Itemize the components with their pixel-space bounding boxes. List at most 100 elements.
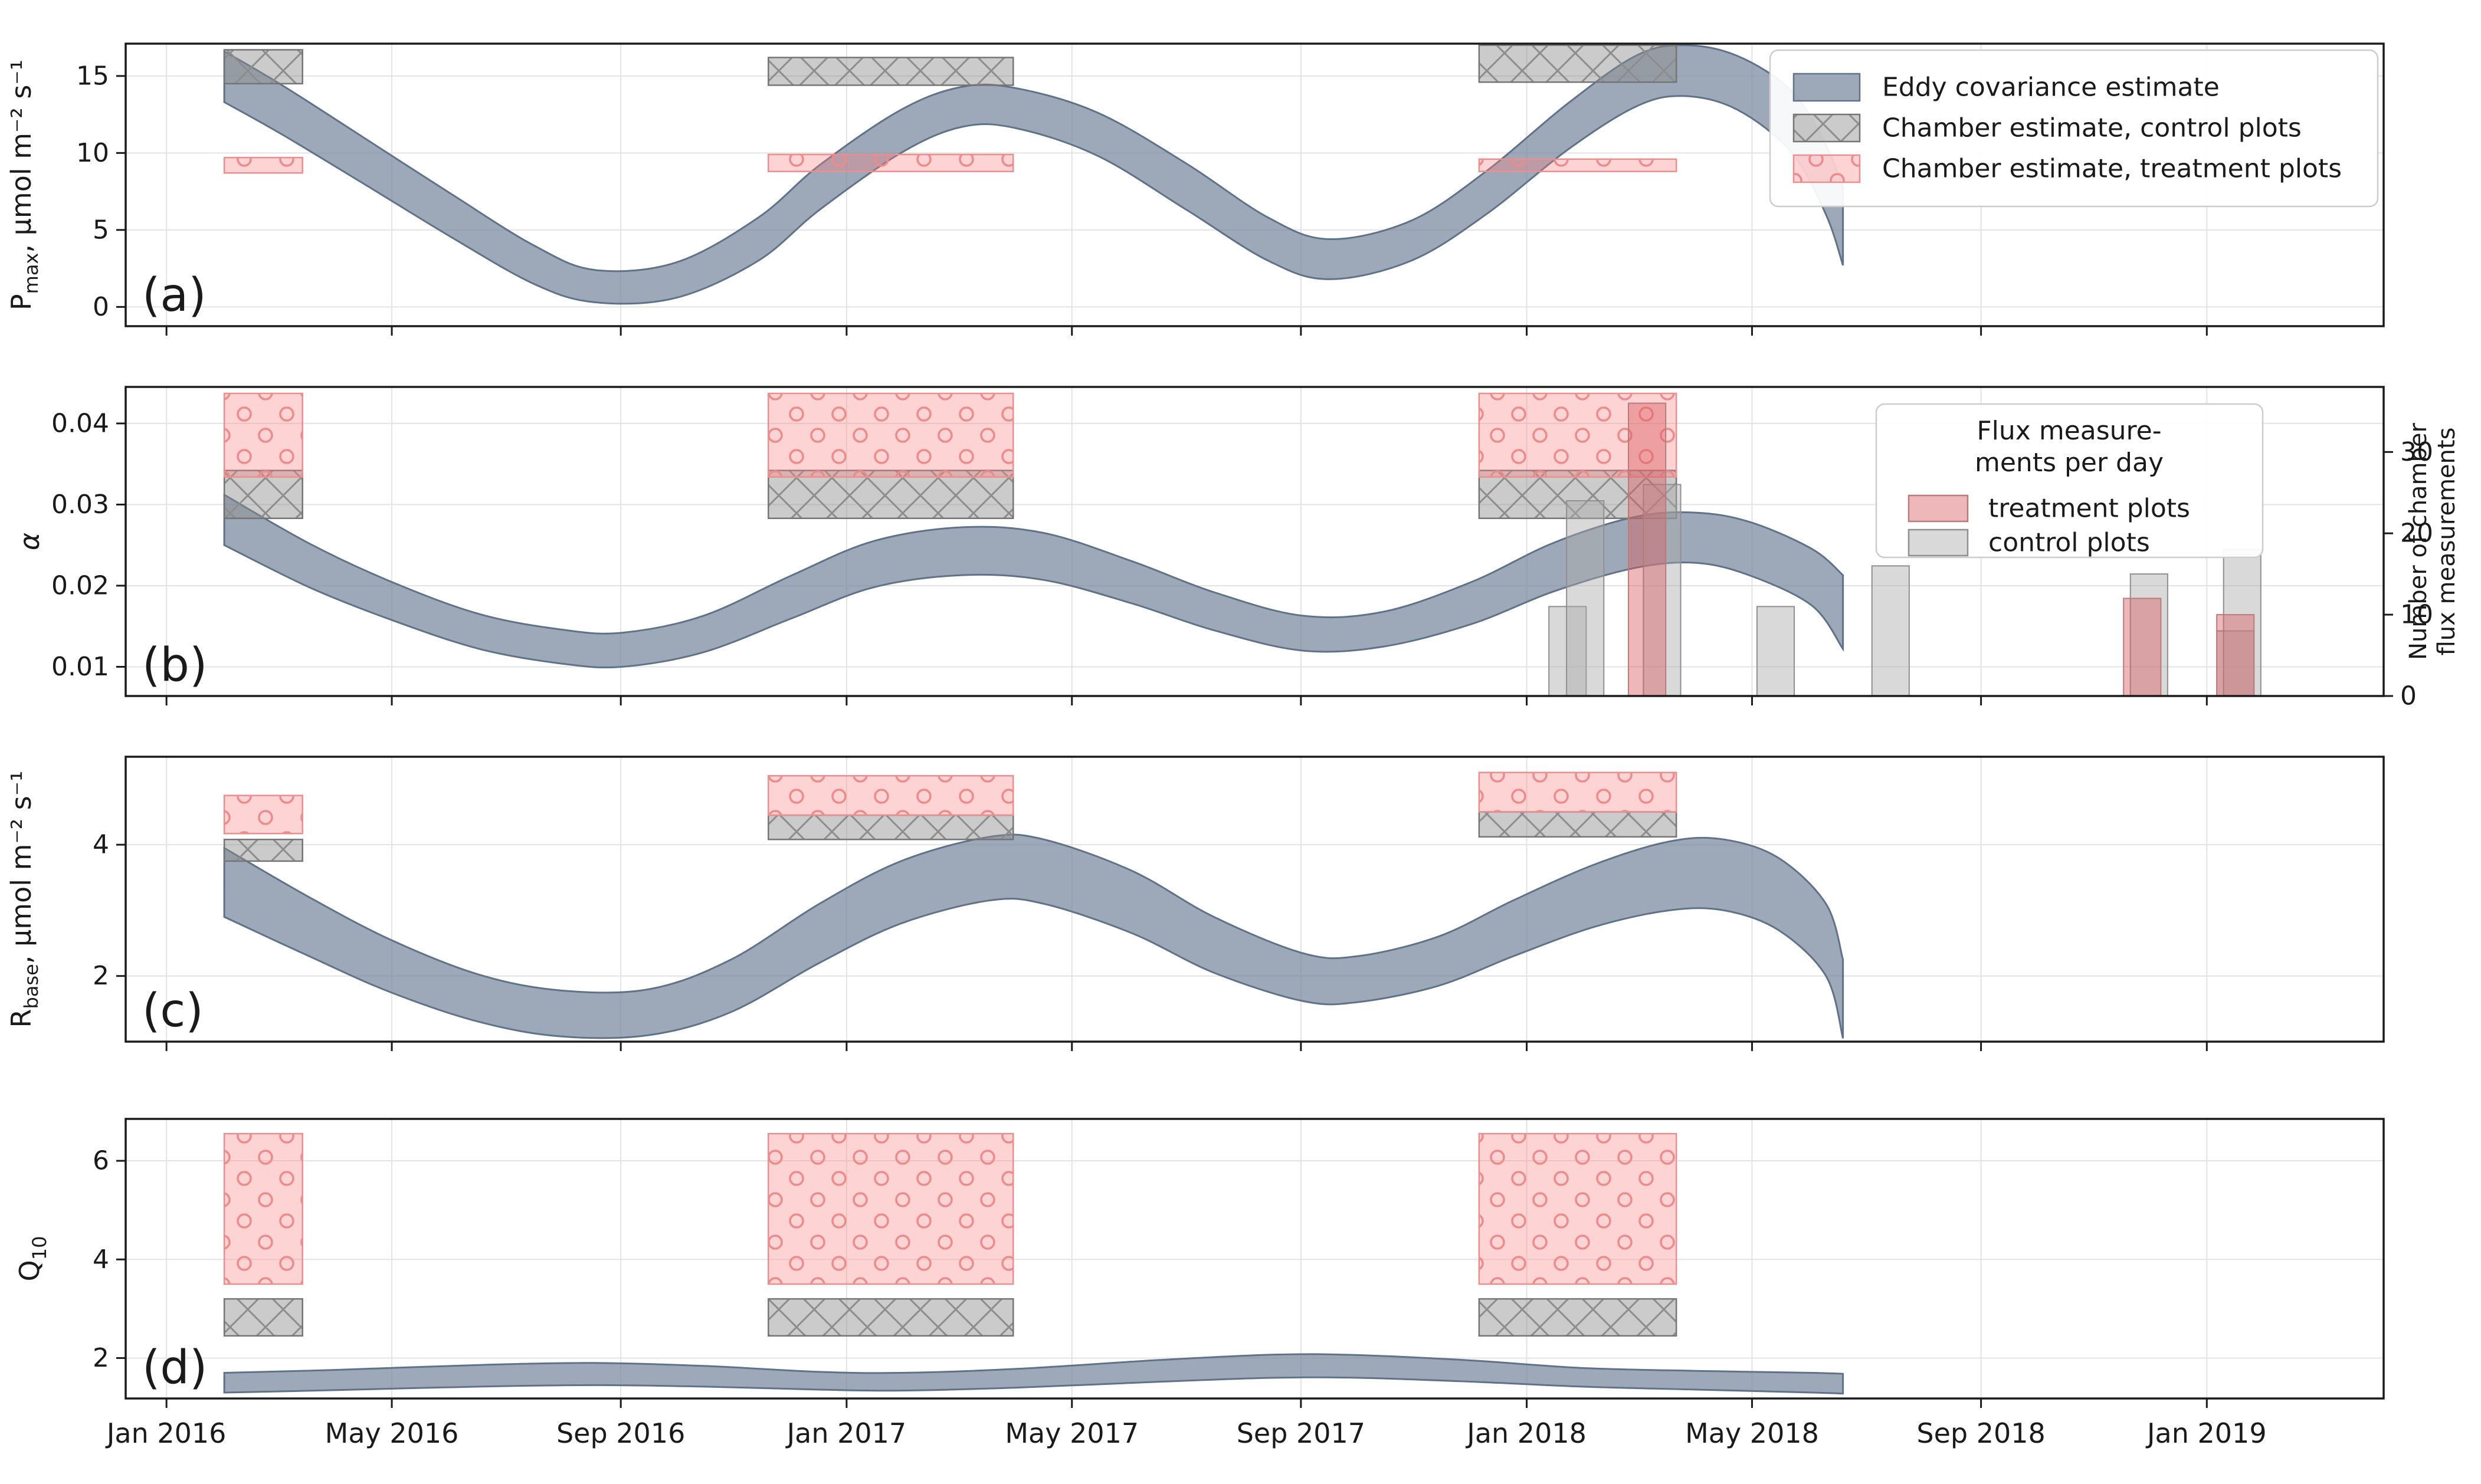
panel-b-right-tick-label-1: 10 — [2400, 600, 2433, 630]
panel-a-chamber-box-treatment-5-hatch — [1479, 159, 1677, 172]
legend-estimates-box — [1769, 49, 2379, 208]
panel-d-chamber-box-treatment-5-edge — [1478, 1132, 1677, 1285]
panel-d-chamber-box-control-0-hatch — [224, 1299, 303, 1336]
panel-c-y-axis-label: Rbase, μmol m⁻² s⁻¹ — [5, 771, 42, 1028]
x-tick-label-4: May 2017 — [1005, 1417, 1139, 1449]
panel-a-y-tick-label-0: 0 — [93, 292, 109, 322]
panel-c-chamber-box-treatment-5-edge — [1478, 771, 1677, 813]
panels-group: 0 5 10 15 (a) Pmax, μmol m⁻² s⁻¹ 0 10 20 30Number… — [5, 42, 2460, 1449]
treatment-hatch-swatch-hatch-icon — [1794, 155, 1860, 182]
legends-group: Eddy covariance estimate Chamber estimate… — [1769, 49, 2379, 559]
flux-bar-control-4 — [1871, 565, 1910, 697]
control-hatch-swatch-edge-icon — [1792, 113, 1861, 143]
panel-c-chamber-box-treatment-3-hatch — [224, 795, 303, 834]
x-tick-label-5: Sep 2017 — [1237, 1417, 1365, 1449]
panel-a-chamber-box-treatment-5-edge — [1478, 158, 1677, 172]
panel-b-chamber-box-treatment-3-hatch — [224, 393, 303, 477]
panel-a-y-tick-label-2: 10 — [76, 138, 109, 168]
flux-bar-control-0 — [1548, 606, 1587, 697]
panel-b-letter-label: (b) — [142, 639, 207, 692]
panel-b-spines — [124, 386, 2385, 697]
legend-flux-title-line-0: Flux measure- — [1977, 416, 2161, 446]
x-tick-label-0: Jan 2016 — [105, 1417, 227, 1449]
panel-d-chamber-box-control-0-edge — [223, 1298, 303, 1337]
panel-a-spines — [124, 42, 2385, 327]
eddy-band-swatch-icon — [1792, 73, 1861, 102]
panel-a-chamber-box-control-2-hatch — [1479, 45, 1677, 83]
panel-d-chamber-box-control-2-edge — [1478, 1298, 1677, 1337]
panel-b-chamber-box-control-1-hatch — [768, 470, 1014, 518]
panel-a-chamber-box-treatment-3-edge — [223, 156, 303, 174]
flux-bar-control-2 — [1643, 484, 1682, 697]
panel-c-chamber-box-control-0-edge — [223, 838, 303, 862]
x-tick-label-2: Sep 2016 — [556, 1417, 685, 1449]
panel-d-y-axis-label: Q10 — [14, 1236, 51, 1282]
panel-b-y-axis-label: α — [14, 533, 45, 550]
panel-d-chamber-box-treatment-3-hatch — [224, 1134, 303, 1285]
panel-b-right-tick-label-3: 30 — [2400, 437, 2433, 467]
panel-b-chamber-box-treatment-3-edge — [223, 392, 303, 478]
panel-d: Jan 2016 May 2016 Sep 2016 Jan 2017 May 2017… — [14, 1118, 2385, 1449]
panel-c-chamber-box-treatment-3-edge — [223, 794, 303, 835]
panel-c-chamber-box-treatment-4-edge — [768, 775, 1014, 816]
panel-d-chamber-box-treatment-5-hatch — [1479, 1134, 1677, 1285]
panel-c-chamber-box-control-2-hatch — [1479, 812, 1677, 837]
panel-c-chamber-box-treatment-4-hatch — [768, 776, 1014, 816]
flux-bar-treatment-10 — [2216, 614, 2255, 697]
panel-b-right-axis-label-line-0: Number of chamber — [2405, 422, 2432, 659]
panel-d-chamber-box-treatment-3-edge — [223, 1132, 303, 1285]
panel-a-letter-label: (a) — [142, 269, 207, 322]
flux-bar-control-3 — [1756, 606, 1795, 697]
panel-c-chamber-box-control-0-hatch — [224, 839, 303, 861]
x-tick-label-8: Sep 2018 — [1916, 1417, 2045, 1449]
panel-d-y-tick-label-2: 6 — [93, 1146, 109, 1176]
panel-b-chamber-box-control-0-hatch — [224, 470, 303, 518]
panel-b-right-axis-label-line-1: flux measurements — [2433, 428, 2460, 656]
legend-flux-item-label-1: control plots — [1988, 528, 2150, 558]
panel-a-chamber-box-control-1-hatch — [768, 57, 1014, 86]
panel-b-right-tick-label-2: 20 — [2400, 518, 2433, 549]
panel-c-chamber-box-control-1-hatch — [768, 815, 1014, 840]
panel-d-eddy-band — [223, 1353, 1844, 1395]
panel-a-y-tick-label-1: 5 — [93, 215, 109, 245]
panel-b-chamber-box-treatment-5-hatch — [1479, 393, 1677, 477]
panel-c-spines — [124, 756, 2385, 1043]
panel-c-chamber-box-treatment-5-hatch — [1479, 772, 1677, 812]
panel-a-chamber-box-control-2-edge — [1478, 44, 1677, 83]
panel-a-chamber-box-control-1-edge — [768, 57, 1014, 86]
legend-flux-title-line-1: ments per day — [1975, 448, 2164, 478]
panel-b-eddy-band — [223, 493, 1844, 669]
panel-d-chamber-box-control-1-edge — [768, 1298, 1014, 1337]
panel-b-y-tick-label-2: 0.03 — [51, 490, 109, 520]
x-tick-label-6: Jan 2018 — [1465, 1417, 1587, 1449]
panel-a-chamber-box-treatment-4-edge — [768, 153, 1014, 172]
panel-a-y-axis-label: Pmax, μmol m⁻² s⁻¹ — [5, 60, 42, 310]
panel-b-y-tick-label-1: 0.02 — [51, 570, 109, 600]
panel-d-chamber-box-control-2-hatch — [1479, 1299, 1677, 1336]
panel-d-chamber-box-treatment-4-hatch — [768, 1134, 1014, 1285]
panel-d-chamber-box-treatment-4-edge — [768, 1132, 1014, 1285]
flux-bar-control-1 — [1566, 500, 1605, 697]
flux-bar-treatment-8 — [1628, 402, 1667, 697]
x-tick-label-1: May 2016 — [325, 1417, 459, 1449]
panel-b-chamber-box-treatment-5-edge — [1478, 392, 1677, 478]
panel-b-chamber-box-treatment-4-hatch — [768, 393, 1014, 477]
panel-c-letter-label: (c) — [142, 984, 204, 1038]
legend-estimates-item-label-1: Chamber estimate, control plots — [1882, 113, 2302, 143]
flux-bar-control-7 — [2223, 549, 2262, 697]
panel-c-eddy-band — [223, 833, 1844, 1039]
panel-b-right-tick-label-0: 0 — [2400, 681, 2417, 711]
panel-a-chamber-box-control-0-hatch — [224, 50, 303, 84]
panel-a-chamber-box-control-0-edge — [223, 49, 303, 85]
panel-b-chamber-box-treatment-4-edge — [768, 392, 1014, 478]
bar_control-swatch-icon — [1908, 528, 1969, 557]
legend-flux-box — [1875, 403, 2264, 559]
control-hatch-swatch-hatch-icon — [1794, 114, 1860, 142]
legend-estimates-item-label-0: Eddy covariance estimate — [1882, 73, 2220, 103]
x-tick-label-9: Jan 2019 — [2145, 1417, 2267, 1449]
panel-b-y-tick-label-3: 0.04 — [51, 408, 109, 438]
